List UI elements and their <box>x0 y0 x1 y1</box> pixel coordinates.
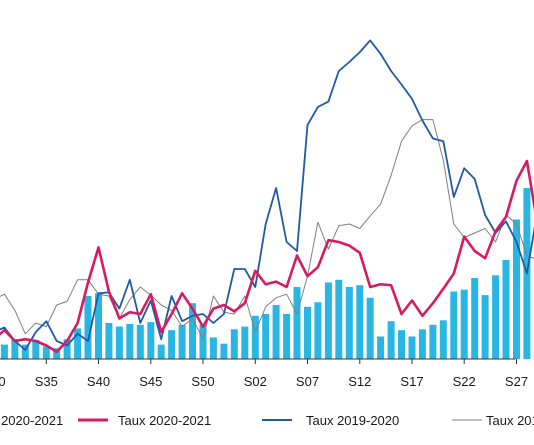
bar <box>53 348 61 359</box>
line-series-taux-2020-2021 <box>0 159 534 354</box>
bar <box>283 314 291 359</box>
bar <box>262 314 270 359</box>
bar <box>429 324 437 359</box>
bar <box>95 293 102 359</box>
bar <box>513 219 520 359</box>
bar <box>398 330 405 359</box>
x-tick-label: S50 <box>191 374 214 389</box>
x-axis-ticks: S30 S35 S40 S45 S50 S02 S07 S12 S17 S22 S27 <box>0 359 528 389</box>
bar <box>366 297 374 359</box>
bar <box>136 324 144 359</box>
bar <box>460 289 468 359</box>
bar <box>450 291 458 359</box>
legend-item-bars-2020-2021: Taux 2020-2021 <box>0 413 63 428</box>
line-series-group <box>0 39 534 354</box>
bar <box>439 320 447 359</box>
bar <box>356 285 364 359</box>
x-tick-label: S07 <box>296 374 319 389</box>
x-tick-label: S40 <box>87 374 110 389</box>
bar <box>126 323 134 359</box>
legend-item-line-2018-2019: Taux 2018-2019 <box>486 413 534 428</box>
x-tick-label: S45 <box>139 374 162 389</box>
bar <box>335 279 343 359</box>
bar <box>502 260 510 359</box>
bar <box>324 282 332 359</box>
bar <box>314 302 322 359</box>
bar <box>492 275 500 359</box>
legend-item-line-2019-2020: Taux 2019-2020 <box>306 413 399 428</box>
bar <box>220 343 228 359</box>
bar <box>0 344 8 359</box>
x-tick-label: S30 <box>0 374 6 389</box>
bar <box>74 328 82 359</box>
bar <box>345 287 353 359</box>
bar <box>230 329 238 359</box>
x-tick-label: S12 <box>348 374 371 389</box>
bar <box>209 337 217 359</box>
bar <box>178 324 186 359</box>
bar <box>147 322 155 359</box>
bar <box>42 346 50 359</box>
x-tick-label: S27 <box>505 374 528 389</box>
bar <box>32 340 40 359</box>
x-tick-label: S02 <box>244 374 267 389</box>
bar <box>105 323 113 359</box>
bar <box>293 287 301 359</box>
legend-item-line-2020-2021: Taux 2020-2021 <box>118 413 211 428</box>
bar <box>63 339 71 359</box>
bar <box>408 336 416 359</box>
bar <box>168 330 176 359</box>
bar <box>199 324 207 359</box>
bar <box>377 336 385 359</box>
bar <box>84 296 92 359</box>
bar <box>189 303 196 359</box>
bar <box>471 278 479 359</box>
bar <box>387 321 395 359</box>
bar <box>418 329 426 359</box>
legend: Taux 2020-2021 Taux 2020-2021 Taux 2019-20… <box>0 413 534 428</box>
bar <box>272 305 280 359</box>
x-tick-label: S22 <box>453 374 476 389</box>
bar <box>157 344 165 359</box>
bar <box>21 344 29 359</box>
bar <box>241 326 249 359</box>
bar <box>11 339 19 359</box>
bar <box>115 326 123 359</box>
bar <box>304 306 311 359</box>
bar <box>481 295 489 359</box>
bar <box>251 315 259 359</box>
line-series-taux-2019-2020 <box>0 39 534 351</box>
x-tick-label: S35 <box>35 374 58 389</box>
bar-series-2020-2021 <box>0 188 534 359</box>
x-tick-label: S17 <box>400 374 423 389</box>
